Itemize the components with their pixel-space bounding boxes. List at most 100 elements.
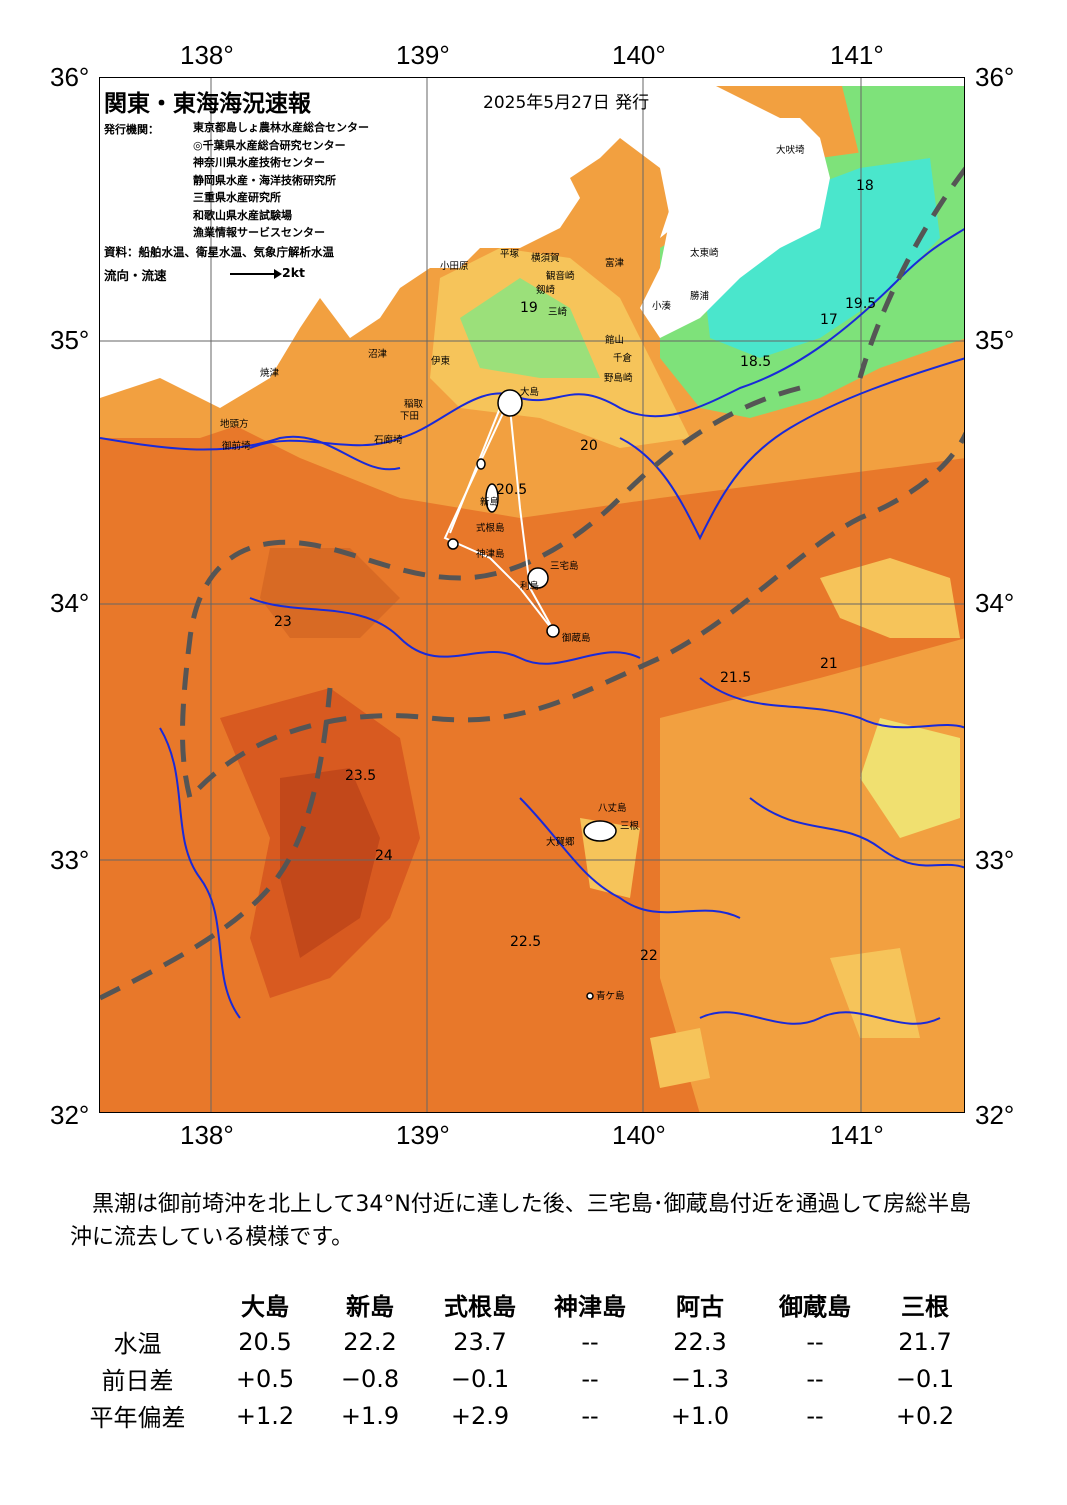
lat-label-right-34: 34° bbox=[975, 588, 1015, 618]
map-canvas bbox=[100, 78, 964, 1112]
table-cell: +1.2 bbox=[235, 1401, 295, 1430]
table-corner bbox=[60, 1286, 215, 1323]
isotherm-label: 17 bbox=[820, 312, 838, 328]
data-source: 資料：船舶水温、衛星水温、気象庁解析水温 bbox=[104, 245, 334, 259]
place-label: 大吠埼 bbox=[776, 145, 805, 156]
agency-item: 三重県水産研究所 bbox=[193, 191, 281, 204]
oshima-island bbox=[497, 389, 523, 417]
isotherm-label: 21.5 bbox=[720, 670, 752, 686]
yellow-patch-e bbox=[860, 718, 960, 838]
table-cell: +1.0 bbox=[670, 1401, 730, 1430]
place-label: 横須賀 bbox=[531, 253, 560, 264]
lat-label-left-36: 36° bbox=[50, 62, 90, 92]
table-cell: -- bbox=[806, 1327, 824, 1356]
warm-patch-w bbox=[260, 548, 400, 638]
lat-label-right-32: 32° bbox=[975, 1100, 1015, 1130]
column-header: 阿古 bbox=[676, 1293, 724, 1321]
place-label: 平塚 bbox=[500, 249, 520, 260]
lon-label-bottom-141: 141° bbox=[830, 1120, 884, 1150]
table-cell: -- bbox=[581, 1327, 599, 1356]
table-row: 水温 20.5 22.2 23.7 -- 22.3 -- 21.7 bbox=[60, 1323, 975, 1360]
place-label: 沼津 bbox=[368, 349, 388, 360]
place-label: 剱崎 bbox=[536, 285, 556, 296]
table-cell: -- bbox=[581, 1364, 599, 1393]
place-label: 太東崎 bbox=[690, 248, 719, 259]
place-label: 石廊埼 bbox=[374, 435, 403, 446]
place-label: 伊東 bbox=[431, 356, 451, 367]
place-label: 御前埼 bbox=[222, 441, 251, 452]
graticule bbox=[100, 78, 964, 1112]
boso-cyan bbox=[700, 158, 940, 358]
sagami-green bbox=[460, 278, 600, 378]
place-label: 御蔵島 bbox=[562, 633, 591, 644]
place-label: 青ケ島 bbox=[596, 991, 625, 1002]
isotherm-label: 19.5 bbox=[845, 296, 877, 312]
kuroshio-axis bbox=[100, 166, 964, 1001]
place-label: 八丈島 bbox=[598, 803, 627, 814]
agency-item: 和歌山県水産試験場 bbox=[193, 208, 292, 222]
table-row: 前日差 +0.5 −0.8 −0.1 -- −1.3 -- −0.1 bbox=[60, 1360, 975, 1397]
niijima-island bbox=[485, 483, 499, 513]
mild-patch-s bbox=[650, 1028, 710, 1088]
table-row: 平年偏差 +1.2 +1.9 +2.9 -- +1.0 -- +0.2 bbox=[60, 1397, 975, 1434]
place-label: 三根 bbox=[620, 821, 640, 832]
issue-date: 2025年5月27日 発行 bbox=[483, 93, 650, 113]
table-cell: −0.8 bbox=[340, 1364, 400, 1393]
place-label: 富津 bbox=[605, 258, 625, 269]
hachijojima-island bbox=[583, 820, 617, 842]
isotherm-label: 20.5 bbox=[496, 482, 528, 498]
table-cell: +0.5 bbox=[235, 1364, 295, 1393]
isotherm-label: 20 bbox=[580, 438, 598, 454]
kuroshio-comment: 黒潮は御前埼沖を北上して34°N付近に達した後、三宅島･御蔵島付近を通過して房総… bbox=[70, 1192, 972, 1250]
agency-item: 神奈川県水産技術センター bbox=[193, 156, 325, 169]
table-cell: -- bbox=[806, 1401, 824, 1430]
mild-patch-ne bbox=[820, 558, 960, 638]
lat-label-right-36: 36° bbox=[975, 62, 1015, 92]
agency-item: ◎千葉県水産総合研究センター bbox=[193, 138, 346, 152]
place-label: 大賀郷 bbox=[546, 837, 575, 848]
place-label: 式根島 bbox=[476, 523, 505, 534]
column-header: 三根 bbox=[901, 1293, 949, 1321]
table-cell: −0.1 bbox=[450, 1364, 510, 1393]
place-label: 勝浦 bbox=[690, 291, 710, 302]
row-header: 平年偏差 bbox=[89, 1404, 186, 1432]
table-cell: −0.1 bbox=[895, 1364, 955, 1393]
map-title: 関東・東海海況速報 bbox=[104, 91, 311, 117]
isotherm-label: 22.5 bbox=[510, 934, 542, 950]
table-cell: +2.9 bbox=[450, 1401, 510, 1430]
table-cell: +0.2 bbox=[895, 1401, 955, 1430]
lat-label-left-32: 32° bbox=[50, 1100, 90, 1130]
place-label: 新島 bbox=[480, 497, 500, 508]
lat-label-left-35: 35° bbox=[50, 325, 90, 355]
isotherm-label: 22 bbox=[640, 948, 658, 964]
table-cell: -- bbox=[581, 1401, 599, 1430]
lat-label-right-35: 35° bbox=[975, 325, 1015, 355]
lon-label-top-138: 138° bbox=[180, 40, 234, 70]
place-label: 利島 bbox=[520, 581, 540, 592]
agency-item: 東京都島しょ農林水産総合センター bbox=[193, 121, 369, 134]
mild-patch-se bbox=[830, 948, 920, 1038]
islands bbox=[447, 389, 617, 1000]
lon-label-top-141: 141° bbox=[830, 40, 884, 70]
table-cell: 21.7 bbox=[898, 1327, 952, 1356]
lon-label-top-140: 140° bbox=[612, 40, 666, 70]
column-header: 式根島 bbox=[444, 1293, 516, 1321]
lon-label-top-139: 139° bbox=[396, 40, 450, 70]
table-cell: +1.9 bbox=[340, 1401, 400, 1430]
flow-scale: 2kt bbox=[282, 265, 305, 280]
column-header: 大島 bbox=[241, 1293, 289, 1321]
lat-label-left-33: 33° bbox=[50, 845, 90, 875]
isotherm-label: 23.5 bbox=[345, 768, 377, 784]
table-cell: -- bbox=[806, 1364, 824, 1393]
isotherm-label: 23 bbox=[274, 614, 292, 630]
place-label: 稲取 bbox=[404, 399, 424, 410]
table-cell: 22.3 bbox=[673, 1327, 727, 1356]
place-label: 野島崎 bbox=[604, 373, 633, 384]
place-label: 千倉 bbox=[613, 353, 633, 364]
mikurajima-island bbox=[546, 624, 560, 638]
row-header: 前日差 bbox=[101, 1367, 174, 1395]
toshima-island bbox=[476, 458, 486, 470]
place-label: 三宅島 bbox=[550, 561, 579, 572]
isotherm-label: 18.5 bbox=[740, 354, 772, 370]
place-label: 観音崎 bbox=[546, 271, 575, 282]
